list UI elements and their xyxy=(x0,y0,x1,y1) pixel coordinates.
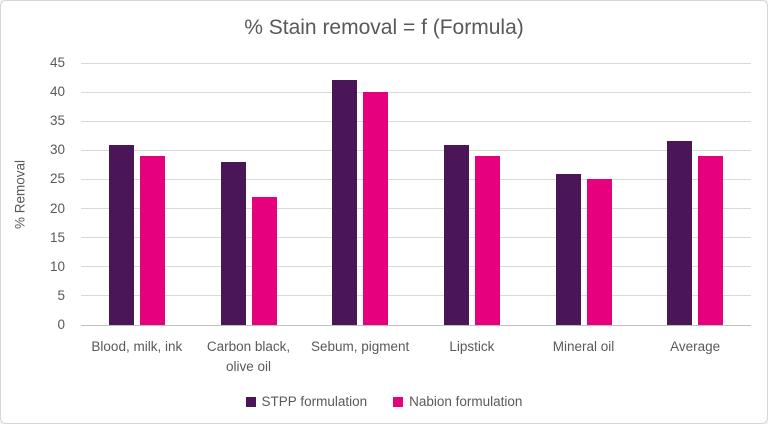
chart-title: % Stain removal = f (Formula) xyxy=(244,16,524,39)
bar-nabion-formulation xyxy=(586,179,612,325)
gridline xyxy=(81,62,751,64)
y-tick-label: 25 xyxy=(49,171,65,187)
bar-stpp-formulation xyxy=(667,141,693,325)
x-axis-category-label: Mineral oil xyxy=(552,339,615,354)
x-axis-category-label: Sebum, pigment xyxy=(311,339,410,354)
legend-label: Nabion formulation xyxy=(409,394,523,409)
x-axis-category-label: Average xyxy=(670,339,721,354)
gridline xyxy=(81,178,751,180)
y-tick-label: 45 xyxy=(49,55,65,70)
y-tick-label: 0 xyxy=(57,317,65,332)
gridline xyxy=(81,208,751,210)
gridline xyxy=(81,266,751,268)
legend: STPP formulation Nabion formulation xyxy=(1,394,767,409)
y-tick-label: 35 xyxy=(49,113,65,129)
legend-item: Nabion formulation xyxy=(393,394,522,409)
y-tick-label: 20 xyxy=(49,200,65,216)
bar-stpp-formulation xyxy=(108,144,134,325)
y-tick-label: 5 xyxy=(57,287,65,303)
legend-swatch xyxy=(393,396,404,407)
bar-nabion-formulation xyxy=(698,156,724,325)
bar-stpp-formulation xyxy=(555,173,581,325)
bar-stpp-formulation xyxy=(332,80,358,325)
gridline xyxy=(81,149,751,151)
y-tick-label: 10 xyxy=(49,258,65,274)
gridline xyxy=(81,295,751,297)
legend-label: STPP formulation xyxy=(261,394,368,409)
x-axis-category-label: Blood, milk, ink xyxy=(91,339,183,354)
gridline xyxy=(81,237,751,239)
y-tick-label: 15 xyxy=(49,229,65,245)
bar-nabion-formulation xyxy=(474,156,500,325)
legend-item: STPP formulation xyxy=(245,394,368,409)
y-tick-label: 30 xyxy=(49,142,65,158)
x-axis-category-label: Carbon black, olive oil xyxy=(206,339,291,374)
bar-stpp-formulation xyxy=(443,144,469,325)
x-axis-category-label: Lipstick xyxy=(449,339,495,354)
bar-nabion-formulation xyxy=(139,156,165,325)
bar-stpp-formulation xyxy=(220,161,246,325)
legend-swatch xyxy=(245,396,256,407)
y-tick-label: 40 xyxy=(49,84,65,100)
x-axis-line xyxy=(81,324,751,326)
gridline xyxy=(81,91,751,93)
gridline xyxy=(81,120,751,122)
bar-nabion-formulation xyxy=(363,92,389,325)
bar-nabion-formulation xyxy=(251,196,277,325)
